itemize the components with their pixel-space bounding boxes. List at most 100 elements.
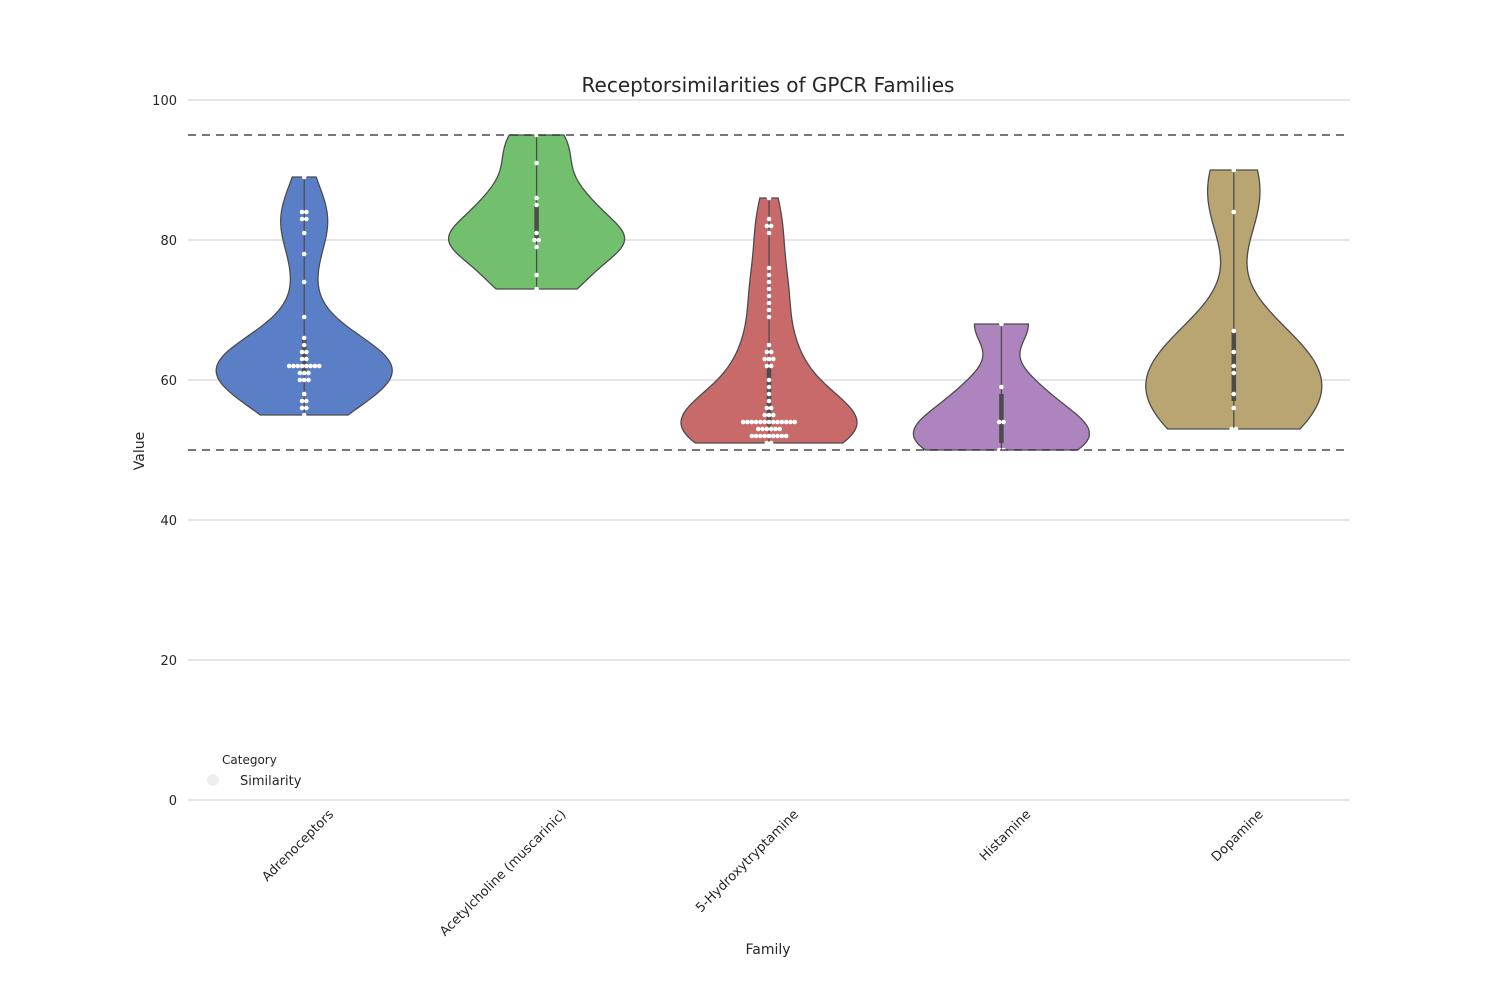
data-point bbox=[301, 370, 307, 376]
data-point bbox=[297, 370, 303, 376]
data-point bbox=[766, 356, 772, 362]
data-point bbox=[788, 419, 793, 425]
data-point bbox=[304, 349, 309, 355]
data-point bbox=[291, 363, 296, 369]
data-point bbox=[766, 419, 772, 425]
data-point bbox=[762, 356, 767, 362]
data-point bbox=[299, 349, 305, 355]
data-point bbox=[1233, 426, 1239, 432]
data-point bbox=[764, 426, 770, 432]
data-point bbox=[532, 237, 537, 243]
data-point bbox=[1231, 328, 1237, 334]
data-point bbox=[766, 265, 772, 271]
data-point bbox=[316, 363, 322, 369]
data-point bbox=[775, 433, 780, 439]
data-point bbox=[301, 230, 307, 236]
data-point bbox=[773, 426, 778, 432]
data-point bbox=[304, 209, 309, 215]
violin-group bbox=[447, 132, 626, 292]
data-point bbox=[301, 279, 307, 285]
data-point bbox=[762, 412, 767, 418]
data-point bbox=[306, 370, 311, 376]
data-point bbox=[308, 363, 313, 369]
data-point bbox=[1231, 363, 1237, 369]
data-point bbox=[764, 405, 770, 411]
data-point bbox=[771, 412, 776, 418]
data-point bbox=[768, 440, 774, 446]
legend-marker bbox=[207, 774, 219, 786]
y-tick-60: 60 bbox=[160, 374, 177, 389]
y-tick-40: 40 bbox=[160, 514, 177, 529]
data-point bbox=[301, 251, 307, 257]
data-point bbox=[766, 286, 772, 292]
x-tick-label: 5-Hydroxytryptamine bbox=[693, 807, 802, 916]
data-point bbox=[299, 209, 305, 215]
data-point bbox=[304, 405, 309, 411]
data-point bbox=[766, 433, 772, 439]
x-tick-labels: Adrenoceptors Acetylcholine (muscarinic) 5… bbox=[259, 807, 1266, 939]
data-point bbox=[766, 342, 772, 348]
data-point bbox=[771, 433, 776, 439]
data-point bbox=[534, 195, 539, 201]
data-point bbox=[766, 279, 772, 285]
data-point bbox=[1231, 349, 1237, 355]
violin-group bbox=[912, 321, 1091, 453]
violin-group bbox=[215, 174, 393, 418]
data-point bbox=[286, 363, 292, 369]
data-point bbox=[792, 419, 798, 425]
data-point bbox=[534, 160, 539, 166]
data-point bbox=[783, 419, 789, 425]
data-point bbox=[304, 216, 309, 222]
data-point bbox=[768, 363, 774, 369]
violin-group bbox=[680, 195, 858, 446]
data-point bbox=[304, 356, 309, 362]
legend: Category Similarity bbox=[207, 753, 302, 789]
x-tick-label: Adrenoceptors bbox=[259, 807, 337, 885]
data-point bbox=[755, 426, 761, 432]
data-point bbox=[299, 356, 305, 362]
data-point bbox=[760, 426, 765, 432]
violin-group bbox=[1145, 167, 1323, 432]
data-point bbox=[1231, 391, 1237, 397]
data-point bbox=[1231, 405, 1237, 411]
data-point bbox=[295, 363, 301, 369]
data-point bbox=[301, 342, 307, 348]
data-point bbox=[766, 230, 772, 236]
data-point bbox=[764, 223, 770, 229]
data-point bbox=[301, 377, 307, 383]
data-point bbox=[1229, 426, 1234, 432]
data-point bbox=[753, 419, 759, 425]
data-point bbox=[304, 363, 309, 369]
data-point bbox=[749, 433, 755, 439]
data-point bbox=[1231, 209, 1237, 215]
data-point bbox=[764, 440, 770, 446]
x-tick-label: Histamine bbox=[977, 807, 1034, 864]
data-point bbox=[768, 223, 774, 229]
data-point bbox=[301, 314, 307, 320]
data-point bbox=[766, 272, 772, 278]
legend-title: Category bbox=[222, 753, 277, 767]
data-point bbox=[777, 426, 783, 432]
y-tick-100: 100 bbox=[152, 94, 177, 109]
data-point bbox=[771, 419, 776, 425]
data-point bbox=[783, 433, 789, 439]
data-point bbox=[771, 356, 776, 362]
y-axis-label: Value bbox=[132, 432, 148, 470]
x-tick-label: Dopamine bbox=[1209, 807, 1267, 865]
data-point bbox=[301, 391, 307, 397]
y-tick-labels: 0 20 40 60 80 100 bbox=[152, 94, 177, 809]
data-point bbox=[536, 237, 542, 243]
data-point bbox=[766, 195, 772, 201]
data-point bbox=[758, 433, 763, 439]
data-point bbox=[768, 426, 774, 432]
data-point bbox=[299, 398, 305, 404]
data-point bbox=[534, 244, 539, 250]
data-point bbox=[999, 384, 1004, 390]
data-point bbox=[766, 314, 772, 320]
data-point bbox=[762, 433, 767, 439]
data-point bbox=[758, 419, 763, 425]
data-point bbox=[766, 300, 772, 306]
reference-lines bbox=[188, 134, 1350, 451]
data-point bbox=[534, 230, 539, 236]
data-point bbox=[749, 419, 755, 425]
